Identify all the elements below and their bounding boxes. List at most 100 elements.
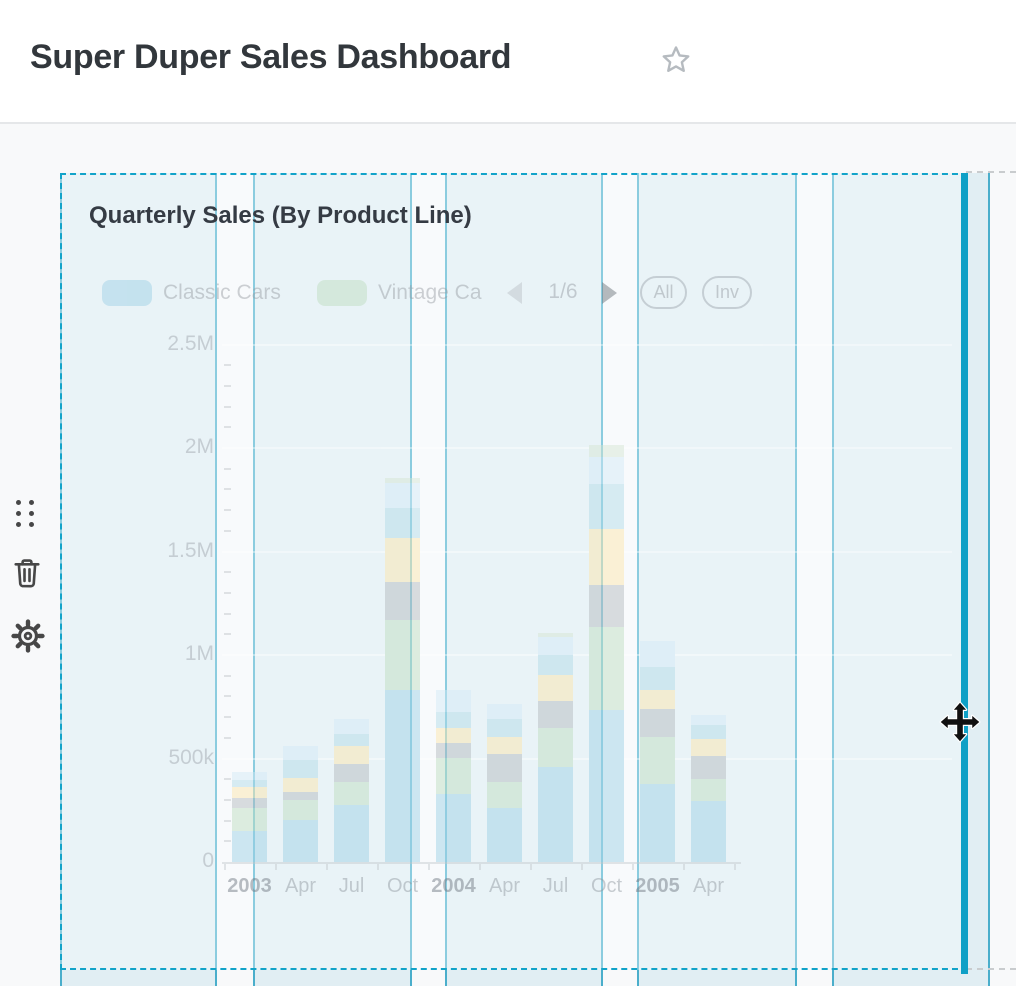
bar-segment	[589, 529, 624, 585]
bar-segment	[487, 753, 522, 782]
bar-segment	[283, 777, 318, 792]
bar-segment	[334, 805, 369, 862]
bar-segment	[283, 791, 318, 800]
x-axis-label: 2004	[431, 875, 476, 897]
bar-segment	[436, 793, 471, 862]
y-gridline	[222, 550, 952, 553]
bar-segment	[385, 478, 420, 483]
bar-segment	[283, 799, 318, 820]
bar-segment	[589, 457, 624, 484]
bar-segment	[487, 736, 522, 754]
x-axis-tick	[377, 864, 379, 870]
x-axis-label: Apr	[692, 875, 725, 897]
bar-segment	[334, 781, 369, 806]
y-axis-minor-tick	[224, 695, 231, 698]
y-axis-minor-tick	[224, 467, 231, 470]
y-axis-minor-tick	[224, 591, 231, 594]
bar-segment	[640, 689, 675, 709]
y-axis-minor-tick	[224, 736, 231, 739]
bar-segment	[232, 780, 267, 788]
gear-icon[interactable]	[11, 619, 45, 653]
dashboard-card[interactable]: Quarterly Sales (By Product Line) Classi…	[60, 173, 968, 974]
y-axis-minor-tick	[224, 778, 231, 781]
bar-segment	[640, 640, 675, 667]
bar-segment	[538, 766, 573, 862]
x-axis-tick	[326, 864, 328, 870]
bar-segment	[385, 581, 420, 621]
legend-item[interactable]: Vintage Ca	[317, 278, 482, 308]
bar-segment	[232, 771, 267, 781]
y-gridline	[222, 343, 952, 346]
y-axis-minor-tick	[224, 612, 231, 615]
bar-segment	[640, 736, 675, 784]
x-axis-tick	[530, 864, 532, 870]
bar-segment	[589, 627, 624, 711]
bar-segment	[589, 483, 624, 530]
bar-segment	[538, 701, 573, 729]
y-gridline	[222, 757, 952, 760]
x-axis-label: Apr	[488, 875, 521, 897]
bar-segment	[436, 742, 471, 758]
card-resize-edge[interactable]	[961, 173, 968, 974]
bar-segment	[640, 667, 675, 690]
y-axis-minor-tick	[224, 509, 231, 512]
y-axis-minor-tick	[224, 674, 231, 677]
legend-invert-button[interactable]: Inv	[702, 276, 752, 309]
bar-segment	[385, 482, 420, 509]
x-axis-tick	[224, 864, 226, 870]
x-axis-label: 2005	[635, 875, 680, 897]
page-title: Super Duper Sales Dashboard	[30, 38, 512, 76]
dashboard-header: Super Duper Sales Dashboard	[0, 0, 1016, 124]
bar-segment	[232, 797, 267, 809]
dashboard-canvas: Quarterly Sales (By Product Line) Classi…	[0, 124, 1016, 986]
bar-segment	[385, 538, 420, 582]
ghost-outline-top	[966, 171, 1016, 173]
bar-segment	[487, 718, 522, 737]
x-axis-label: Apr	[284, 875, 317, 897]
y-axis-minor-tick	[224, 840, 231, 843]
bar-segment	[283, 819, 318, 862]
y-axis-minor-tick	[224, 571, 231, 574]
legend-next-icon[interactable]	[602, 282, 617, 304]
y-axis-minor-tick	[224, 426, 231, 429]
bar-segment	[385, 690, 420, 862]
card-title: Quarterly Sales (By Product Line)	[89, 202, 472, 229]
trash-icon[interactable]	[12, 556, 42, 590]
bar-segment	[538, 636, 573, 655]
bar-segment	[691, 778, 726, 802]
bar-segment	[538, 654, 573, 676]
bar-segment	[487, 704, 522, 719]
y-axis-label: 2M	[184, 435, 214, 458]
bar-segment	[232, 787, 267, 798]
y-axis-label: 0	[202, 849, 214, 872]
legend-item[interactable]: Classic Cars	[102, 278, 281, 308]
bar-segment	[334, 763, 369, 782]
bar-segment	[589, 445, 624, 458]
y-axis-label: 2.5M	[167, 331, 214, 355]
bar-segment	[436, 757, 471, 794]
bar-segment	[334, 718, 369, 734]
legend-page-indicator: 1/6	[548, 280, 578, 303]
ghost-outline-bottom	[966, 968, 1016, 970]
x-axis-tick	[632, 864, 634, 870]
bar-segment	[487, 781, 522, 808]
star-icon[interactable]	[660, 44, 692, 76]
bar-segment	[589, 584, 624, 628]
y-gridline	[222, 654, 952, 656]
bar-segment	[385, 508, 420, 539]
bar-segment	[283, 746, 318, 761]
x-axis-label: Jul	[542, 875, 569, 897]
y-axis-minor-tick	[224, 384, 231, 387]
x-axis-label: 2003	[227, 875, 272, 897]
drag-handle-icon[interactable]	[16, 500, 34, 527]
x-axis-tick	[683, 864, 685, 870]
legend-prev-icon[interactable]	[507, 282, 522, 304]
bar-segment	[538, 728, 573, 767]
bar-segment	[691, 714, 726, 726]
legend-all-button[interactable]: All	[640, 276, 687, 309]
y-axis-minor-tick	[224, 364, 231, 367]
bar-segment	[232, 808, 267, 831]
bar-segment	[538, 675, 573, 702]
bar-segment	[691, 801, 726, 862]
bar-segment	[691, 738, 726, 757]
